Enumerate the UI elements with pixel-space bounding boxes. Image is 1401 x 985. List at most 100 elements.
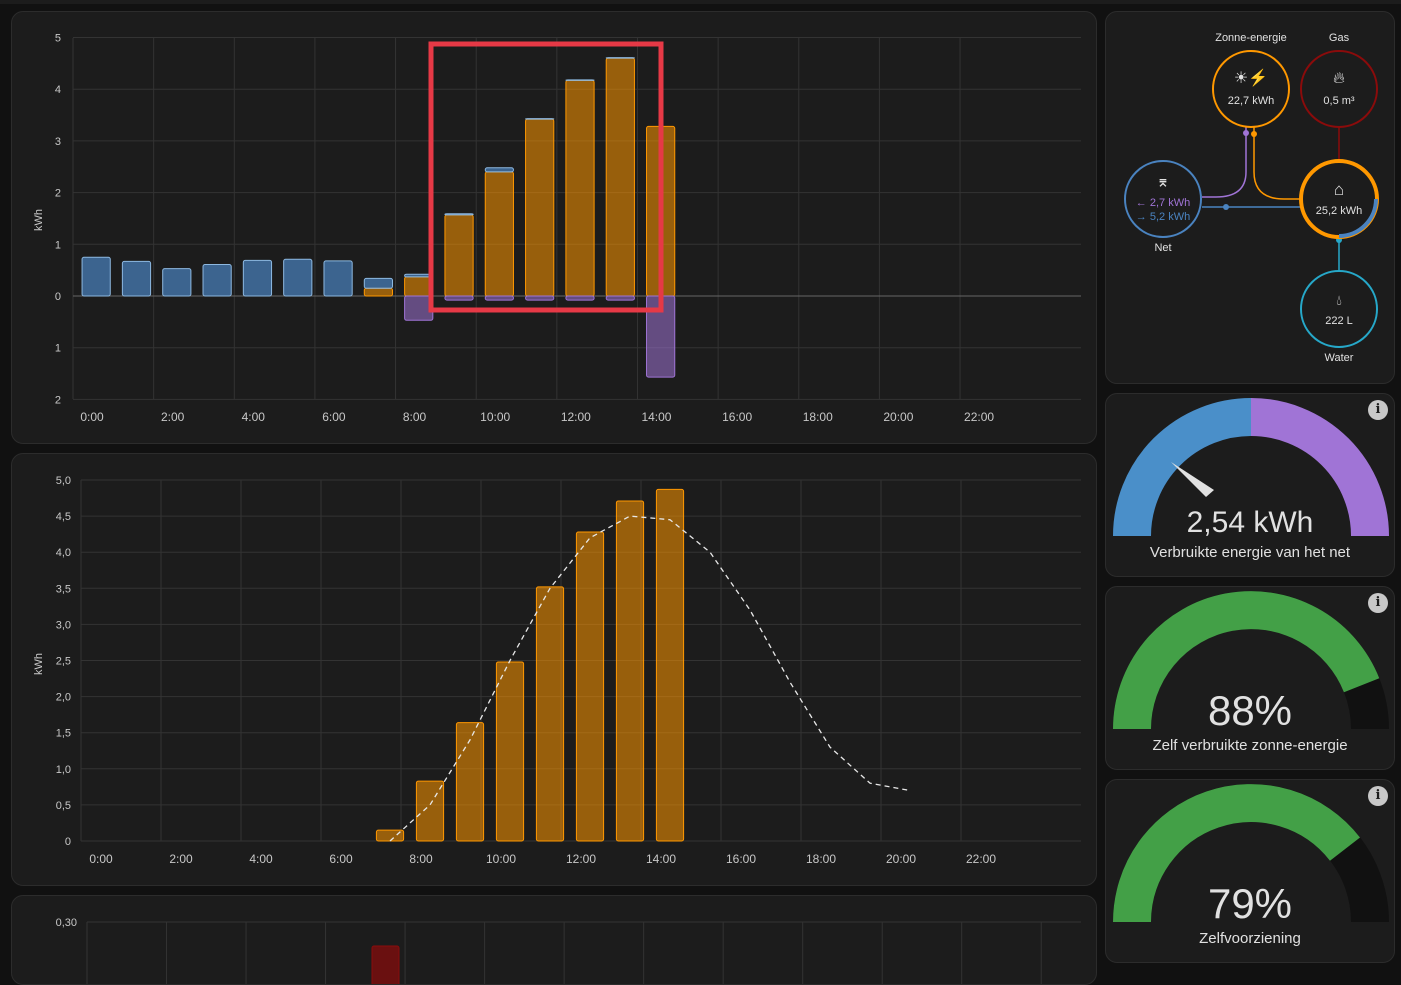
self-sufficiency-gauge-card: i 79% Zelfvoorziening [1105,779,1395,963]
x-tick-label: 18:00 [806,852,836,866]
grid-consumption-bar [242,259,273,297]
gas-title: Gas [1328,32,1350,44]
x-tick-label: 10:00 [486,852,516,866]
y-tick-label: 2,5 [56,656,71,668]
gauge-needle [1171,462,1214,497]
solar-bar [495,661,525,842]
x-tick-label: 16:00 [726,852,756,866]
y-tick-label: 5,0 [56,475,71,487]
return-to-grid-bar [525,295,555,301]
forecast-line [389,515,911,842]
self-consumed-solar-gauge-card: i 88% Zelf verbruikte zonne-energie [1105,586,1395,770]
grid-consumption-bar [81,256,111,297]
gas-usage-chart[interactable]: 0,30 [12,896,1097,985]
gas-usage-card: 0,30 [11,895,1097,985]
grid-energy-gauge-card: i 2,54 kWh Verbruikte energie van het ne… [1105,393,1395,577]
y-tick-label: 2 [55,394,61,406]
return-to-grid-bar [444,295,474,301]
y-tick-label: 0,5 [56,800,71,812]
grid-consumption-bar [162,268,192,297]
info-icon[interactable]: i [1368,786,1388,806]
x-tick-label: 2:00 [169,852,193,866]
y-tick-label: 4,5 [56,511,71,523]
y-tick-label: 1,5 [56,728,71,740]
return-to-grid-bar [484,295,514,301]
energy-usage-card: 5 4 3 2 1 0 1 2 0:00 2:00 4:00 6:00 8:00 10:00 12:00 14… [11,11,1097,444]
home-value: 25,2 kWh [1315,205,1363,217]
x-tick-label: 0:00 [80,410,104,424]
info-icon[interactable]: i [1368,593,1388,613]
gauge-label: Zelf verbruikte zonne-energie [1152,737,1348,754]
solar-bar [565,79,595,297]
solar-bar [655,488,685,842]
self-consumed-solar-gauge [1113,591,1389,730]
gauge-label: Zelfvoorziening [1199,930,1301,947]
x-tick-label: 4:00 [249,852,273,866]
flame-icon: 🔥︎ [1333,70,1345,87]
info-icon[interactable]: i [1368,400,1388,420]
solar-production-chart[interactable]: 5,0 4,5 4,0 3,5 3,0 2,5 2,0 1,5 1,0 0,5 0 0:00 2:00 4… [12,454,1097,886]
x-tick-label: 14:00 [646,852,676,866]
grid-consumption-bar [444,213,474,216]
return-to-grid-bar [565,295,595,301]
y-tick-label: 1,0 [56,764,71,776]
y-tick-label: 1 [55,343,61,355]
top-bar [0,0,1401,4]
x-tick-label: 22:00 [964,410,994,424]
solar-bar [484,171,514,297]
energy-flow-lines [1124,50,1379,348]
water-drop-icon: 💧︎ [1336,292,1342,308]
x-tick-label: 10:00 [480,410,510,424]
x-tick-label: 6:00 [322,410,346,424]
y-tick-label: 3 [55,136,61,148]
gauge-label: Verbruikte energie van het net [1149,544,1351,561]
water-title: Water [1324,352,1354,364]
x-tick-label: 20:00 [883,410,913,424]
home-icon: ⌂ [1333,180,1345,199]
solar-bar [455,722,485,842]
transmission-tower-icon: ⌆ [1156,174,1170,191]
x-tick-label: 4:00 [242,410,266,424]
solar-bar [415,780,445,842]
solar-bar [525,118,555,297]
y-tick-label: 0,30 [56,917,77,929]
grid-consumption-bar [283,258,313,297]
solar-power-icon: ☀⚡ [1233,70,1269,87]
y-tick-label: 0 [55,291,61,303]
x-tick-label: 22:00 [966,852,996,866]
grid-energy-gauge [1113,398,1389,537]
y-tick-label: 2 [55,188,61,200]
grid-consumption-bar [323,260,353,297]
solar-title: Zonne-energie [1215,32,1287,44]
solar-production-card: 5,0 4,5 4,0 3,5 3,0 2,5 2,0 1,5 1,0 0,5 0 0:00 2:00 4… [11,453,1097,886]
y-tick-label: 4 [55,84,61,96]
y-tick-label: 2,0 [56,692,71,704]
x-tick-label: 12:00 [566,852,596,866]
solar-value: 22,7 kWh [1227,95,1275,107]
solar-bar [615,500,645,842]
solar-bar [363,287,394,297]
grid-consumption-bar [121,260,152,297]
grid-consumption-bar [363,277,394,289]
x-tick-label: 8:00 [403,410,427,424]
x-tick-label: 18:00 [803,410,833,424]
x-tick-label: 2:00 [161,410,185,424]
x-tick-label: 0:00 [89,852,113,866]
grid-consumption-bar [605,57,635,59]
grid-consumption-bar [565,79,595,81]
gas-bar [371,945,400,984]
self-sufficiency-gauge [1113,784,1389,923]
solar-bar [535,586,565,842]
y-tick-label: 0 [65,836,71,848]
y-tick-label: 4,0 [56,547,71,559]
grid-title: Net [1154,242,1172,254]
solar-bar [575,531,605,842]
return-to-grid-bar [605,295,635,301]
x-tick-label: 12:00 [561,410,591,424]
energy-distribution-card: Zonne-energie ☀⚡ 22,7 kWh Gas 🔥︎ 0,5 m³ … [1105,11,1395,384]
x-tick-label: 14:00 [641,410,671,424]
x-tick-label: 8:00 [409,852,433,866]
gauge-value: 2,54 kWh [1186,506,1314,539]
y-axis-label: kWh [33,209,45,231]
